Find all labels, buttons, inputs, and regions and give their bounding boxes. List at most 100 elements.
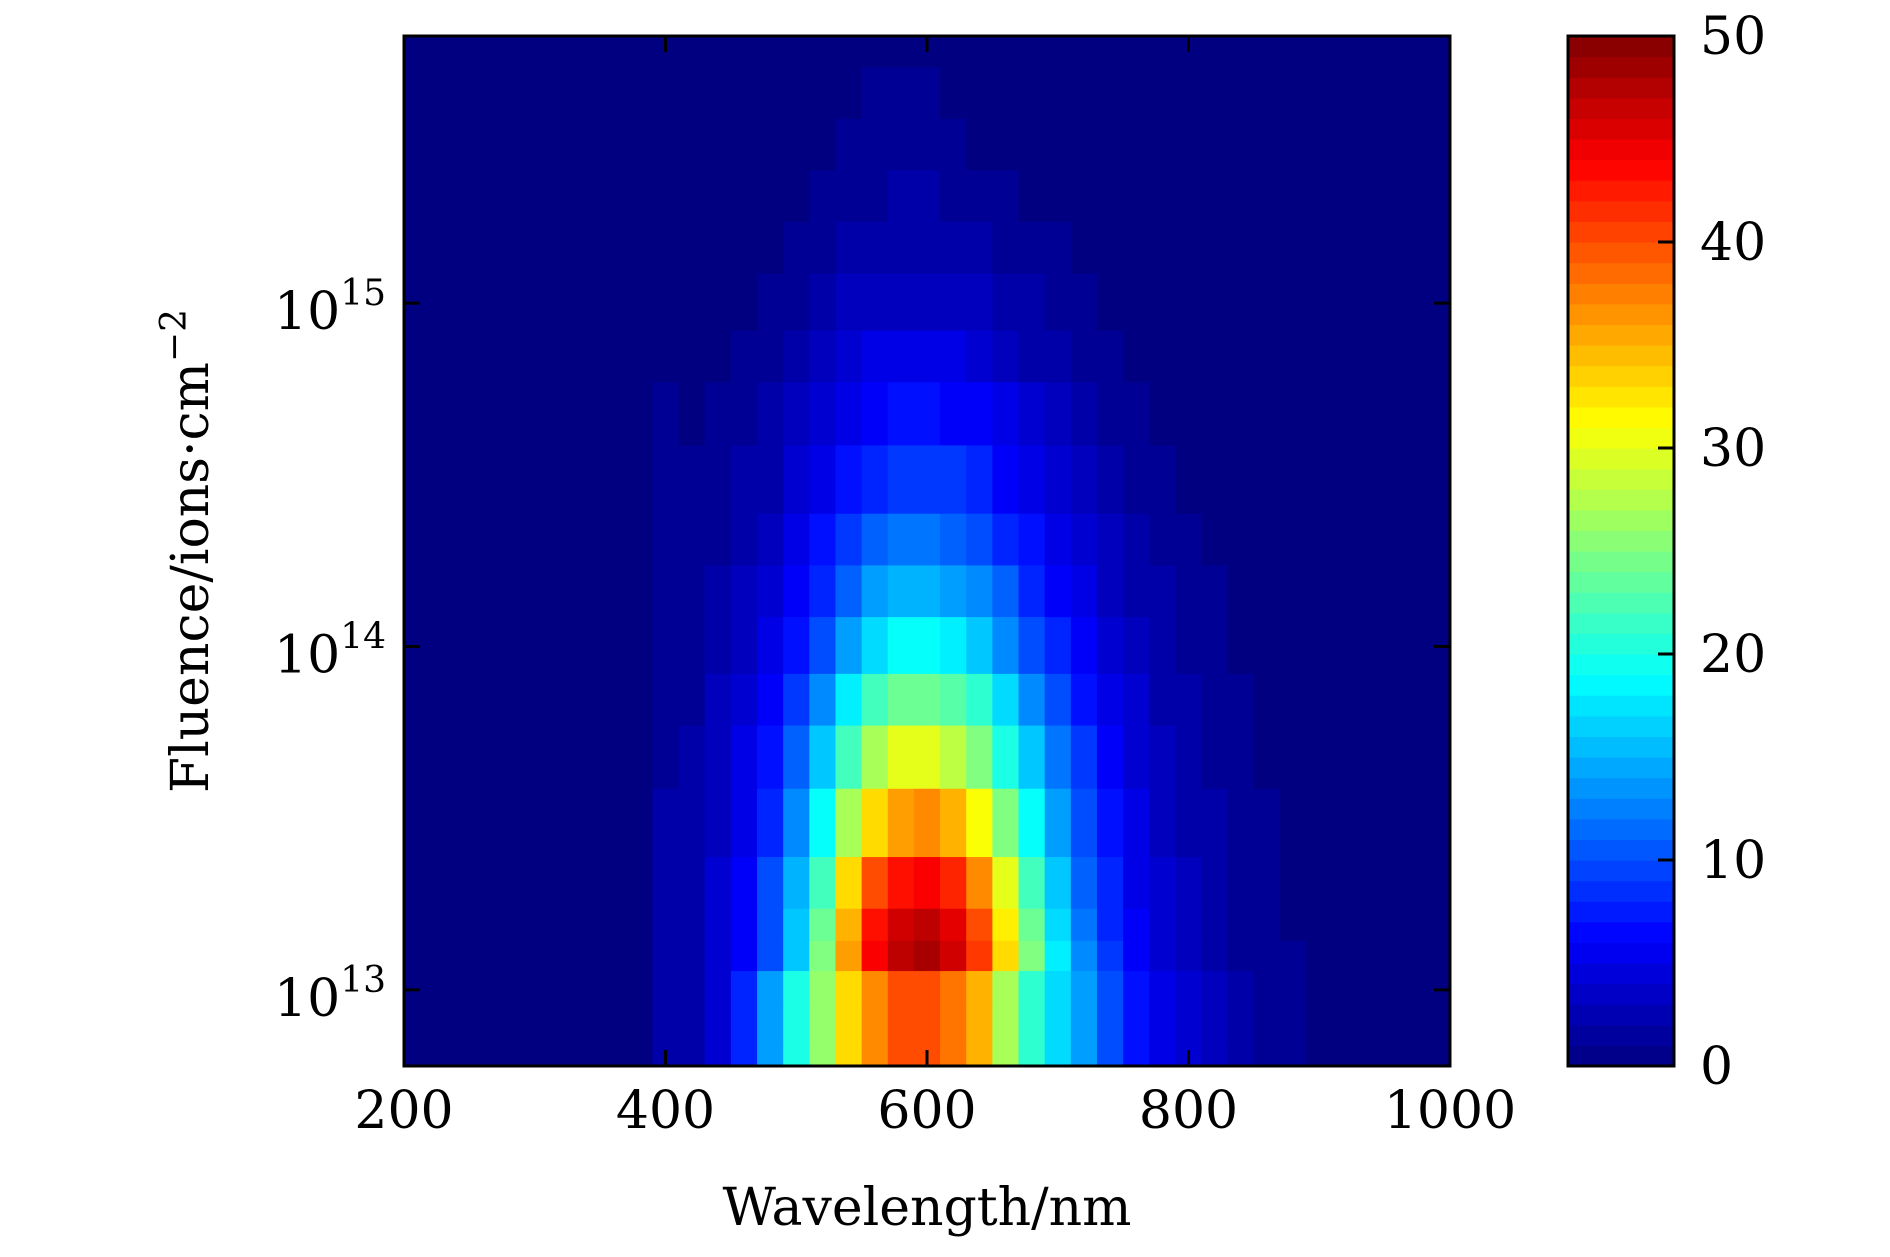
heatmap-cell [1384, 1006, 1412, 1046]
heatmap-cell [704, 616, 732, 674]
heatmap-cell [913, 787, 941, 858]
heatmap-cell [1253, 940, 1281, 972]
heatmap-cell [1306, 36, 1334, 68]
heatmap-cell [966, 512, 994, 566]
heatmap-cell [652, 970, 680, 1008]
heatmap-cell [730, 117, 758, 171]
heatmap-cell [913, 272, 941, 331]
heatmap-cell [809, 1006, 837, 1046]
colorbar-tick-label: 30 [1700, 419, 1766, 479]
heatmap-cell [1410, 616, 1438, 674]
heatmap-cell [626, 724, 654, 789]
heatmap-cell [1227, 512, 1255, 566]
heatmap-cell [521, 169, 549, 223]
heatmap-cell [861, 169, 889, 223]
heatmap-cell [1358, 512, 1386, 566]
heatmap-cell [861, 117, 889, 171]
heatmap-cell [1306, 787, 1334, 858]
y-axis-ticks: 1013 1014 1015 [274, 273, 1450, 1029]
heatmap-cell [600, 907, 628, 941]
heatmap-cell [547, 970, 575, 1008]
heatmap-cell [940, 1006, 968, 1046]
heatmap-cell [1332, 724, 1360, 789]
heatmap-cell [757, 1006, 784, 1046]
heatmap-cell [1123, 169, 1151, 223]
heatmap-cell [1384, 66, 1412, 119]
heatmap-cell [1358, 724, 1386, 789]
heatmap-cell [1149, 673, 1177, 726]
heatmap-cell [1070, 36, 1098, 68]
heatmap-cell [1070, 512, 1098, 566]
heatmap-cell [1123, 36, 1151, 68]
x-tick-label: 200 [354, 1081, 453, 1141]
heatmap-cell [1384, 856, 1412, 909]
heatmap-cell [1253, 381, 1281, 446]
heatmap-cell [600, 616, 628, 674]
heatmap-cell [1410, 381, 1438, 446]
heatmap-cell [1018, 616, 1046, 674]
colorbar [1568, 36, 1674, 1067]
heatmap-cell [1175, 564, 1203, 618]
heatmap-cell [757, 329, 784, 383]
heatmap-cell [1044, 1006, 1072, 1046]
heatmap-cell [1280, 272, 1307, 331]
heatmap-cell [1070, 856, 1098, 909]
heatmap-cell [1410, 512, 1438, 566]
colorbar-level [1568, 963, 1674, 985]
heatmap-cell [678, 940, 706, 972]
heatmap-cell [1149, 169, 1177, 223]
heatmap-cell [1096, 117, 1124, 171]
heatmap-cell [600, 66, 628, 119]
heatmap-cell [887, 272, 915, 331]
heatmap-cell [521, 564, 549, 618]
heatmap-cell [757, 616, 784, 674]
heatmap-cell [1070, 724, 1098, 789]
heatmap-cell [887, 1044, 915, 1067]
colorbar-level [1568, 798, 1674, 820]
heatmap-cell [1384, 381, 1412, 446]
heatmap-cell [783, 444, 811, 514]
heatmap-cell [940, 970, 968, 1008]
heatmap-cell [573, 444, 601, 514]
heatmap-cell [1358, 787, 1386, 858]
heatmap-cell [992, 970, 1020, 1008]
heatmap-cell [547, 329, 575, 383]
heatmap-cell [1253, 512, 1281, 566]
heatmap-cell [678, 673, 706, 726]
heatmap-cell [469, 940, 497, 972]
heatmap-cell [861, 221, 889, 274]
heatmap-cell [1201, 272, 1229, 331]
heatmap-cell [1044, 512, 1072, 566]
heatmap-cell [678, 1006, 706, 1046]
heatmap-cell [1332, 940, 1360, 972]
colorbar-level [1568, 901, 1674, 923]
heatmap-cell [495, 36, 523, 68]
heatmap-cell [992, 1006, 1020, 1046]
heatmap-cell [404, 1006, 418, 1046]
heatmap-cell [1201, 169, 1229, 223]
heatmap-cell [1096, 940, 1124, 972]
heatmap-cell [1018, 1006, 1046, 1046]
heatmap-cell [1306, 444, 1334, 514]
heatmap-cell [1096, 616, 1124, 674]
heatmap-cell [521, 970, 549, 1008]
heatmap-cell [992, 856, 1020, 909]
colorbar-level [1568, 365, 1674, 387]
heatmap-cell [861, 36, 889, 68]
heatmap-cell [1096, 907, 1124, 941]
x-tick-label: 1000 [1384, 1081, 1516, 1141]
heatmap-cell [678, 512, 706, 566]
heatmap-cell [835, 724, 863, 789]
heatmap-cell [1044, 940, 1072, 972]
heatmap-cell [992, 381, 1020, 446]
heatmap-cell [966, 856, 994, 909]
heatmap-cell [783, 169, 811, 223]
heatmap-cell [913, 616, 941, 674]
heatmap-cell [1410, 940, 1438, 972]
heatmap-cell [887, 329, 915, 383]
heatmap-cell [992, 1044, 1020, 1067]
x-axis-ticks: 200 400 600 800 1000 [354, 36, 1516, 1141]
heatmap-cell [966, 724, 994, 789]
heatmap-cell [417, 512, 445, 566]
heatmap-cell [861, 272, 889, 331]
